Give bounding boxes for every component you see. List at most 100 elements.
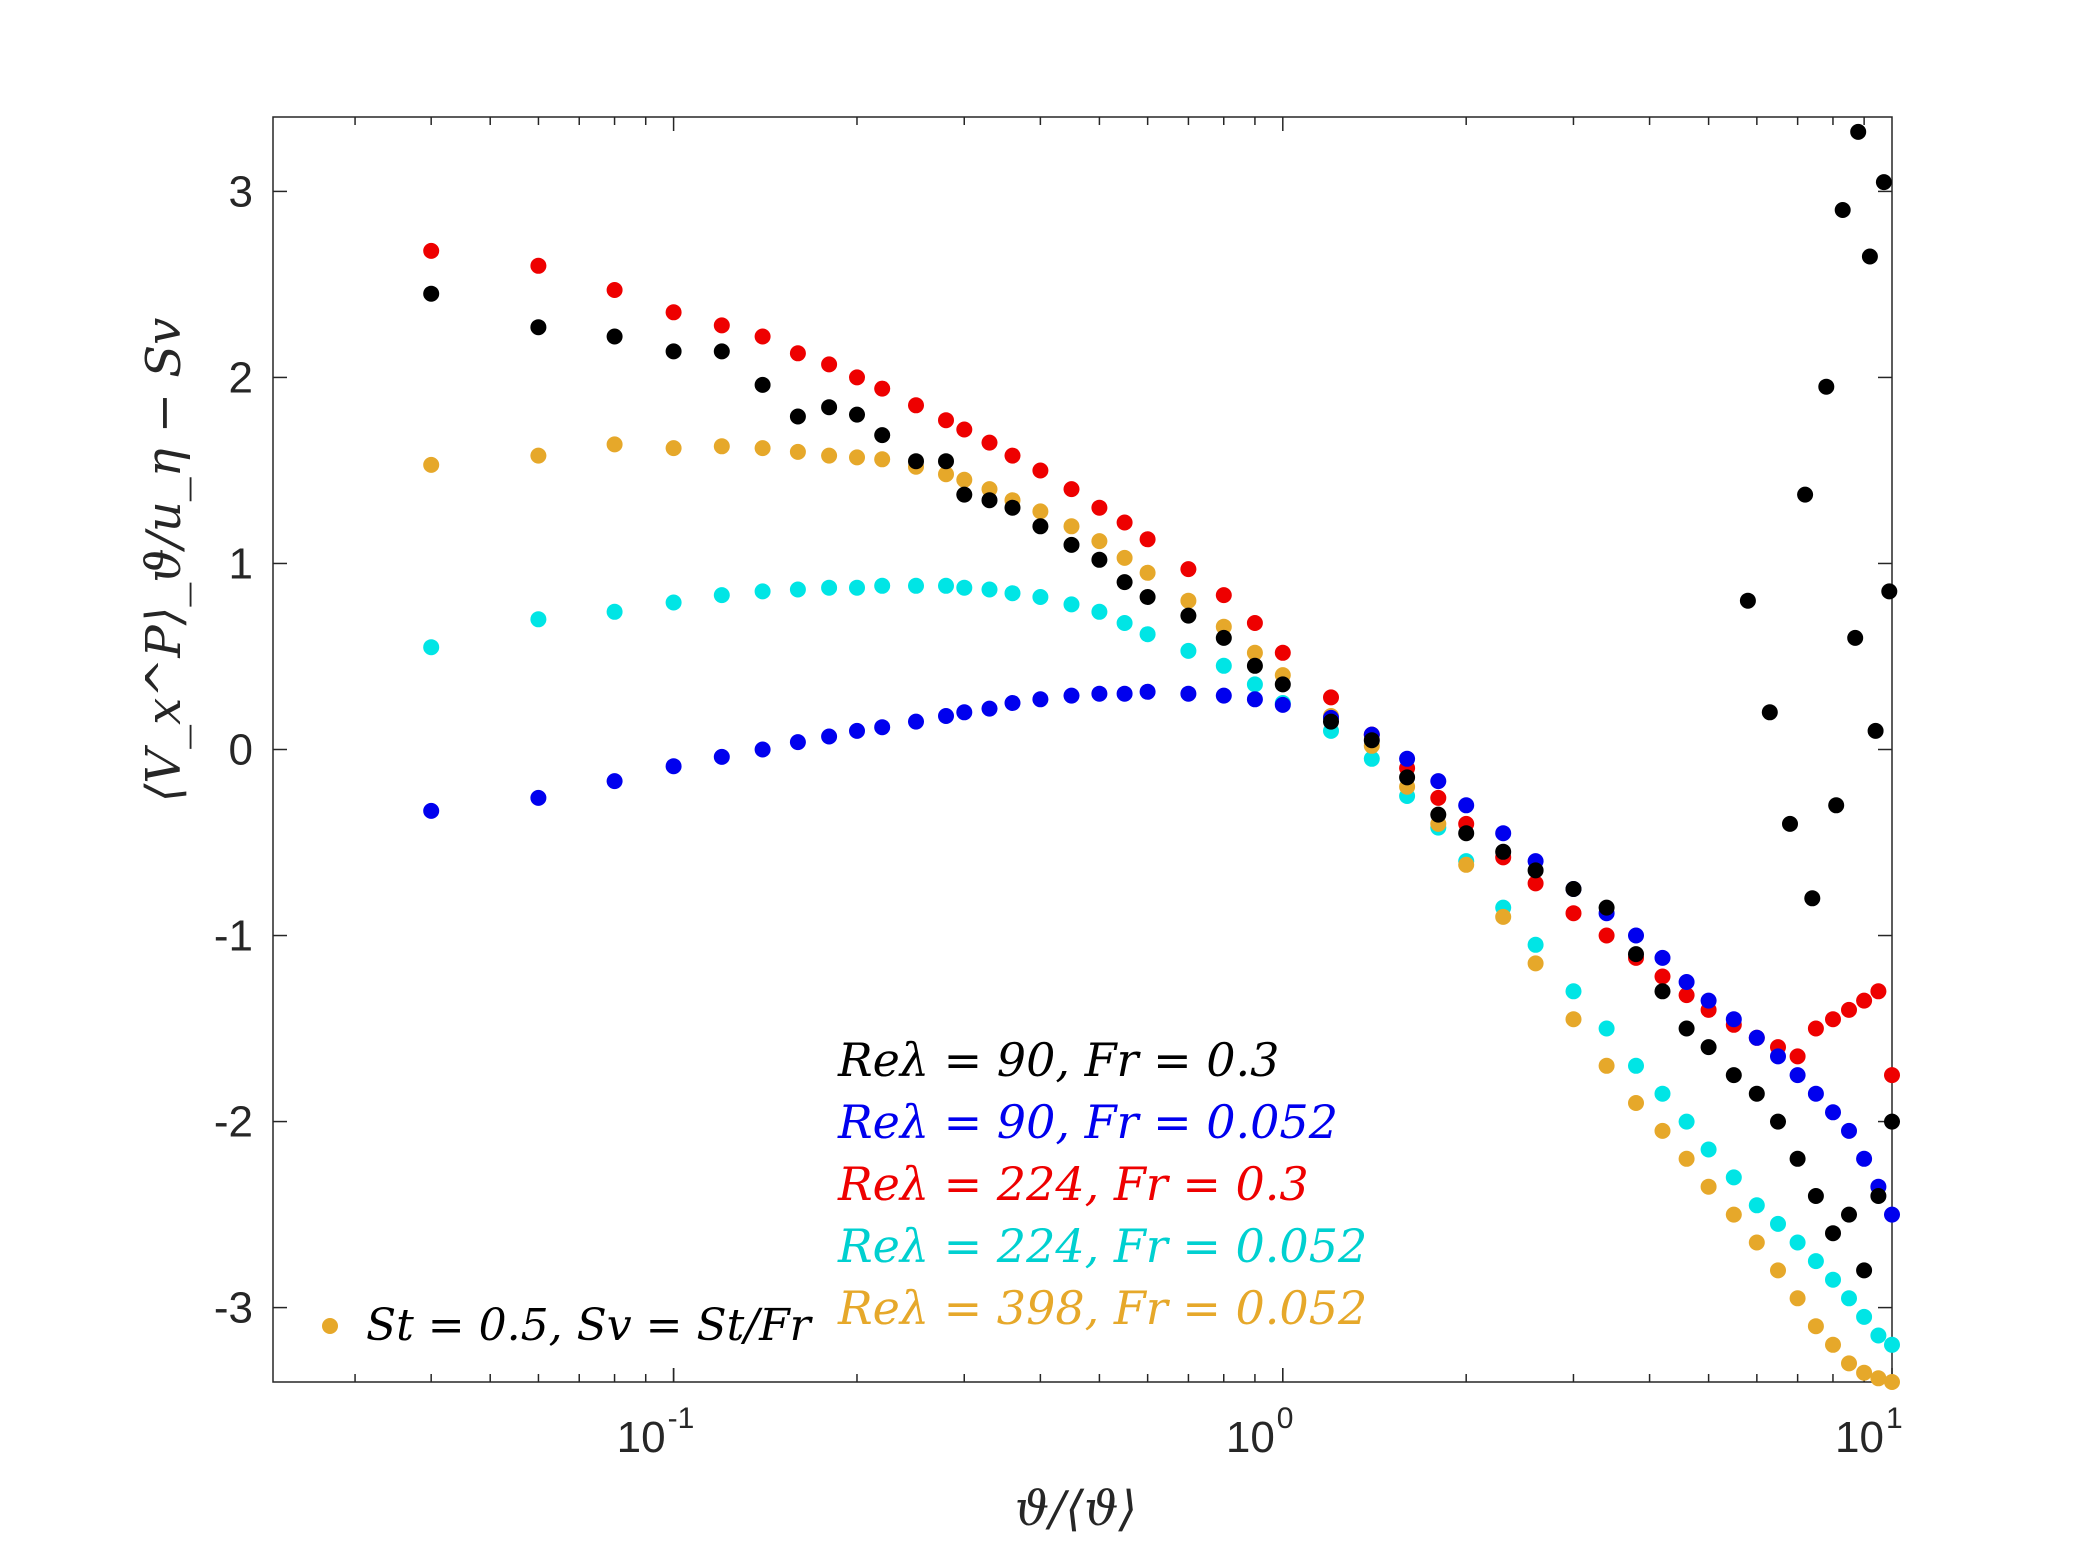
data-point (1091, 685, 1108, 702)
data-point (1770, 1215, 1786, 1232)
data-point (1818, 378, 1835, 395)
x-tick-label-base: 10 (1835, 1413, 1884, 1462)
data-point (1834, 202, 1851, 218)
data-point (1180, 607, 1197, 624)
data-point (606, 282, 623, 298)
data-point (1884, 1206, 1900, 1223)
data-point (1063, 518, 1080, 535)
data-point (1807, 1085, 1824, 1102)
y-axis-label: ⟨V_x^P⟩_ϑ/u_η − Sv (136, 318, 192, 803)
data-point (1323, 689, 1339, 706)
data-point (1628, 946, 1644, 963)
legend-entry-2: Reλ = 224, Fr = 0.3 (837, 1157, 1309, 1211)
data-point (606, 436, 623, 453)
data-point (1139, 589, 1156, 605)
data-point (530, 319, 547, 336)
data-point (1739, 592, 1756, 609)
data-point (849, 406, 865, 423)
data-point (1770, 1262, 1786, 1279)
data-point (665, 758, 682, 775)
data-point (1063, 687, 1080, 704)
data-point (1430, 806, 1447, 823)
data-point (665, 304, 682, 321)
data-point (1884, 1374, 1900, 1390)
data-point (1825, 1336, 1841, 1353)
data-point (908, 713, 924, 730)
data-point (1032, 462, 1049, 479)
data-point (821, 447, 838, 464)
data-point (1867, 722, 1884, 739)
data-point (1215, 629, 1232, 646)
data-point (1861, 248, 1878, 265)
data-point (423, 456, 440, 473)
data-point (1246, 644, 1263, 661)
data-point (1598, 1057, 1615, 1074)
data-point (530, 611, 547, 628)
data-point (1654, 949, 1671, 966)
data-point (821, 356, 838, 373)
data-point (665, 343, 682, 360)
data-point (1678, 1020, 1695, 1037)
data-point (821, 579, 838, 596)
annotation-marker (322, 1318, 338, 1334)
data-point (1856, 1364, 1873, 1381)
data-point (1770, 1048, 1786, 1065)
data-point (938, 577, 954, 594)
data-point (1139, 531, 1156, 548)
data-point (1748, 1085, 1765, 1102)
data-point (1527, 955, 1544, 972)
data-point (1770, 1113, 1786, 1130)
data-point (1825, 1104, 1841, 1121)
data-point (908, 453, 924, 470)
data-points (423, 123, 1900, 1390)
data-point (1063, 536, 1080, 553)
data-point (1180, 561, 1197, 578)
y-tick-label: 0 (229, 726, 253, 775)
data-point (789, 734, 806, 751)
data-point (665, 594, 682, 611)
data-point (1363, 750, 1380, 767)
data-point (956, 421, 973, 438)
data-point (1246, 676, 1263, 693)
data-point (1527, 862, 1544, 879)
data-point (665, 440, 682, 457)
x-tick-label-exponent: 0 (1277, 1402, 1294, 1435)
data-point (1870, 1188, 1887, 1204)
data-point (1495, 825, 1512, 842)
data-point (1870, 983, 1887, 1000)
data-point (1678, 1113, 1695, 1130)
data-point (1841, 1001, 1857, 1018)
series-2 (423, 242, 1900, 1084)
data-point (981, 492, 998, 509)
data-point (1004, 585, 1021, 602)
data-point (1841, 1122, 1857, 1139)
data-point (1678, 1150, 1695, 1167)
data-point (1789, 1067, 1806, 1084)
data-point (1215, 687, 1232, 704)
series-0 (423, 123, 1900, 1279)
data-point (849, 722, 865, 739)
data-point (1700, 1178, 1717, 1195)
data-point (938, 453, 954, 470)
data-point (1748, 1029, 1765, 1046)
data-point (530, 789, 547, 806)
data-point (1032, 589, 1049, 605)
data-point (1825, 1271, 1841, 1288)
data-point (1807, 1253, 1824, 1270)
data-point (874, 719, 891, 736)
data-point (713, 438, 730, 455)
data-point (1598, 927, 1615, 944)
legend-entry-3: Reλ = 224, Fr = 0.052 (837, 1219, 1367, 1273)
data-point (1274, 676, 1291, 693)
data-point (1654, 1122, 1671, 1139)
data-point (1399, 750, 1416, 767)
data-point (1399, 769, 1416, 786)
data-point (1825, 1011, 1841, 1028)
data-point (1881, 583, 1898, 600)
data-point (1180, 642, 1197, 659)
data-point (1565, 1011, 1582, 1028)
y-tick-label: -2 (214, 1098, 253, 1147)
data-point (1139, 683, 1156, 700)
data-point (1700, 1141, 1717, 1158)
data-point (1761, 704, 1778, 721)
